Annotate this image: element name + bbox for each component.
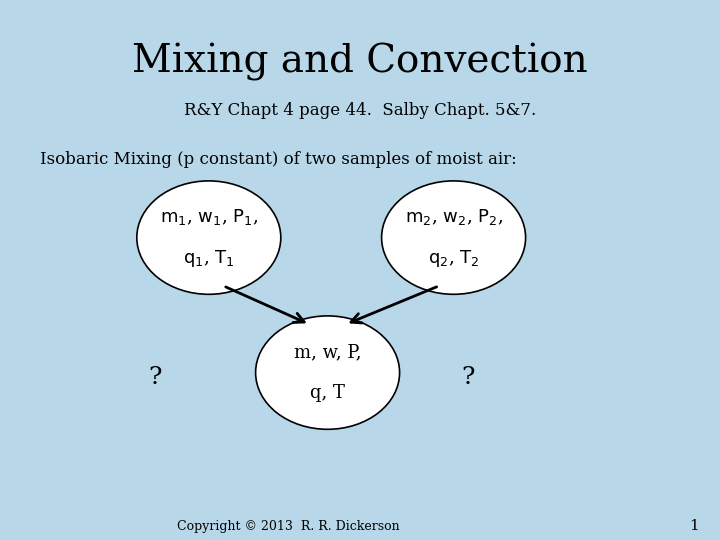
Ellipse shape: [382, 181, 526, 294]
Text: Copyright © 2013  R. R. Dickerson: Copyright © 2013 R. R. Dickerson: [176, 520, 400, 533]
Ellipse shape: [137, 181, 281, 294]
Text: m, w, P,: m, w, P,: [294, 343, 361, 361]
Text: $\rm m_2$, $\rm w_2$, $\rm P_2$,: $\rm m_2$, $\rm w_2$, $\rm P_2$,: [405, 207, 503, 227]
Text: $\rm m_1$, $\rm w_1$, $\rm P_1$,: $\rm m_1$, $\rm w_1$, $\rm P_1$,: [160, 207, 258, 227]
Ellipse shape: [256, 316, 400, 429]
Text: q, T: q, T: [310, 384, 345, 402]
Text: Isobaric Mixing (p constant) of two samples of moist air:: Isobaric Mixing (p constant) of two samp…: [40, 151, 516, 168]
Text: ?: ?: [462, 367, 474, 389]
Text: ?: ?: [148, 367, 161, 389]
Text: Mixing and Convection: Mixing and Convection: [132, 43, 588, 81]
Text: $\rm q_1$, $\rm T_1$: $\rm q_1$, $\rm T_1$: [183, 248, 235, 268]
Text: 1: 1: [688, 519, 698, 534]
Text: R&Y Chapt 4 page 44.  Salby Chapt. 5&7.: R&Y Chapt 4 page 44. Salby Chapt. 5&7.: [184, 102, 536, 119]
Text: $\rm q_2$, $\rm T_2$: $\rm q_2$, $\rm T_2$: [428, 248, 480, 268]
